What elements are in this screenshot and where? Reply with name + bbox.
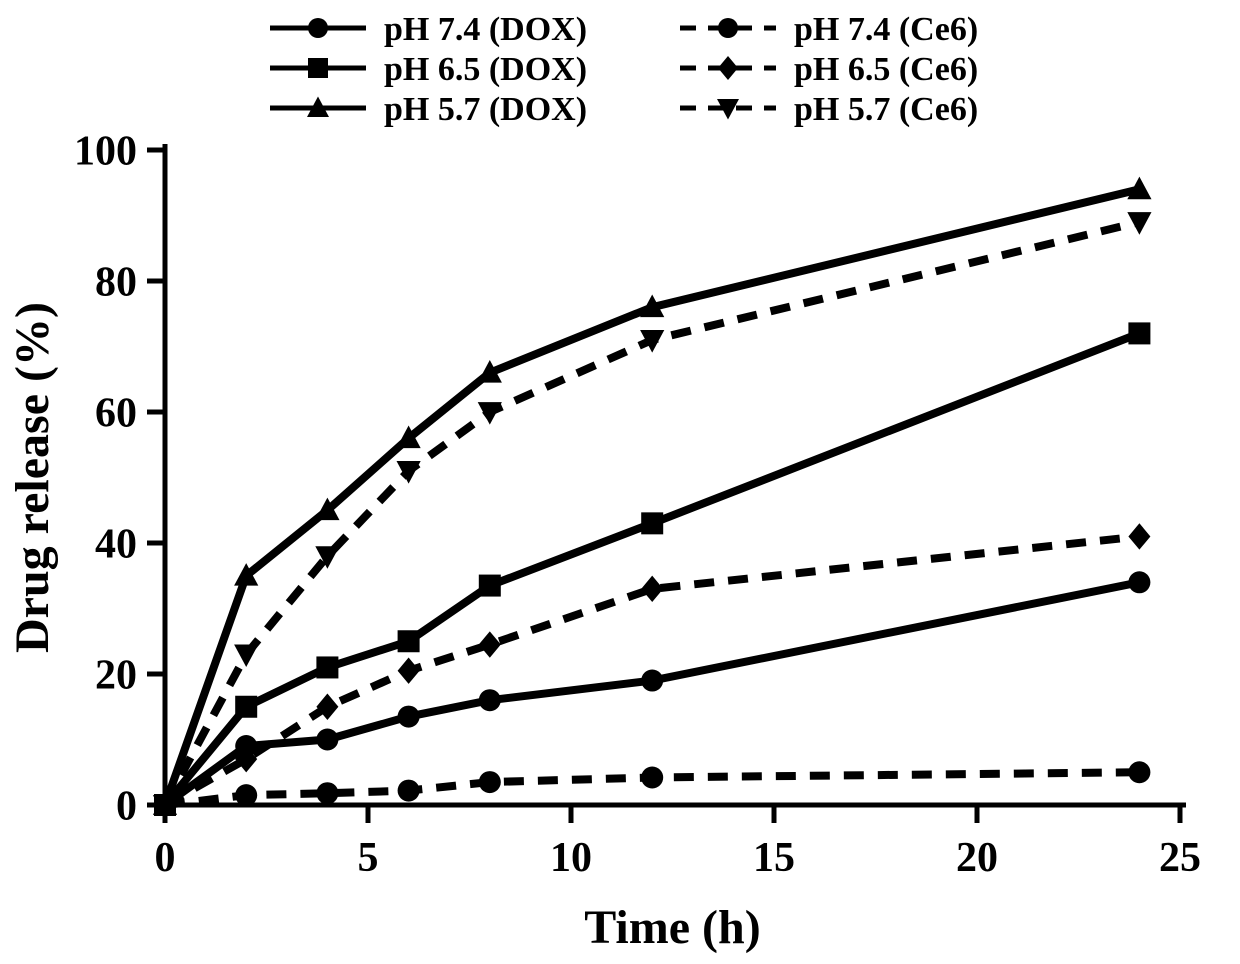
x-tick-label: 5	[358, 835, 379, 881]
legend-label: pH 7.4 (Ce6)	[794, 11, 978, 48]
y-axis-label: Drug release (%)	[6, 302, 59, 653]
legend-label: pH 7.4 (DOX)	[384, 11, 587, 48]
series-pH74_Ce6	[154, 761, 1150, 816]
x-tick-label: 10	[550, 835, 592, 881]
y-tick-label: 80	[95, 260, 137, 306]
x-tick-label: 20	[956, 835, 998, 881]
legend-label: pH 6.5 (Ce6)	[794, 51, 978, 88]
x-axis-label: Time (h)	[584, 901, 760, 954]
drug-release-chart: 0 5 10 15 20 25 0 20 40 60 80 100 Time (h) Drug relea…	[0, 0, 1240, 959]
chart-svg: 0 5 10 15 20 25 0 20 40 60 80 100 Time (h) Drug relea…	[0, 0, 1240, 959]
legend-label: pH 6.5 (DOX)	[384, 51, 587, 88]
x-tick-label: 0	[155, 835, 176, 881]
y-tick-label: 0	[116, 784, 137, 830]
series-pH57_DOX	[153, 177, 1152, 815]
legend-label: pH 5.7 (Ce6)	[794, 91, 978, 128]
x-tick-label: 25	[1159, 835, 1201, 881]
y-tick-label: 20	[95, 653, 137, 699]
y-tick-label: 40	[95, 522, 137, 568]
legend: pH 7.4 (DOX)pH 6.5 (DOX)pH 5.7 (DOX) pH 7…	[270, 11, 978, 128]
y-tick-label: 60	[95, 391, 137, 437]
legend-label: pH 5.7 (DOX)	[384, 91, 587, 128]
y-tick-label: 100	[74, 129, 137, 175]
x-tick-label: 15	[753, 835, 795, 881]
